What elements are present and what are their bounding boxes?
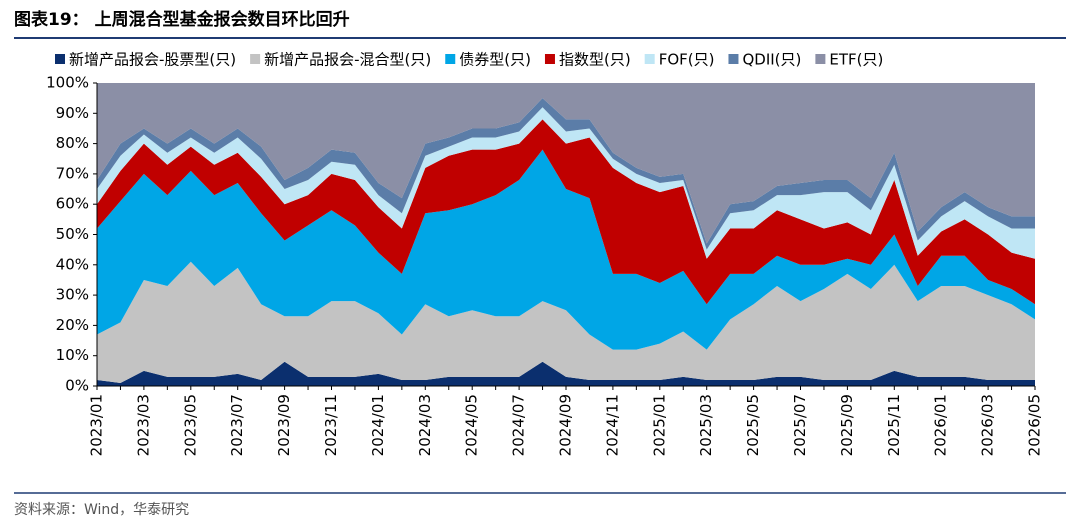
legend-swatch: [644, 54, 655, 64]
y-tick-label: 50%: [56, 225, 89, 243]
x-tick-label: 2023/07: [228, 394, 246, 456]
y-tick-label: 40%: [56, 255, 89, 273]
y-tick-label: 30%: [56, 286, 89, 304]
y-tick-label: 100%: [46, 74, 89, 92]
x-tick-label: 2026/03: [979, 394, 997, 456]
legend-swatch: [544, 54, 555, 64]
y-tick-label: 20%: [56, 316, 89, 334]
legend-label: 指数型(只): [559, 51, 631, 69]
legend-label: 债券型(只): [459, 51, 531, 69]
x-tick-label: 2023/11: [322, 394, 340, 456]
y-tick-label: 80%: [56, 134, 89, 152]
x-tick-label: 2025/05: [744, 394, 762, 456]
x-tick-label: 2025/07: [791, 394, 809, 456]
legend-swatch: [815, 54, 826, 64]
y-tick-label: 0%: [65, 377, 89, 395]
x-tick-label: 2024/09: [557, 394, 575, 456]
y-tick-label: 60%: [56, 195, 89, 213]
x-tick-label: 2023/05: [181, 394, 199, 456]
x-tick-label: 2024/01: [369, 394, 387, 456]
legend-label: FOF(只): [659, 51, 715, 69]
chart-title: 图表19： 上周混合型基金报会数目环比回升: [14, 9, 350, 30]
x-tick-label: 2024/07: [510, 394, 528, 456]
area: [97, 83, 1035, 244]
x-tick-label: 2026/05: [1026, 394, 1044, 456]
x-tick-label: 2023/09: [275, 394, 293, 456]
x-tick-label: 2024/11: [603, 394, 621, 456]
x-tick-label: 2025/09: [838, 394, 856, 456]
y-tick-label: 10%: [56, 346, 89, 364]
legend-swatch: [445, 54, 456, 64]
area: [97, 149, 1035, 350]
x-tick-label: 2024/05: [463, 394, 481, 456]
area: [97, 261, 1035, 383]
legend-label: QDII(只): [742, 51, 801, 69]
legend-label: ETF(只): [829, 51, 883, 69]
x-tick-label: 2023/03: [134, 394, 152, 456]
area: [97, 98, 1035, 250]
legend-label: 新增产品报会-混合型(只): [264, 51, 431, 69]
y-tick-label: 90%: [56, 104, 89, 122]
legend-swatch: [55, 54, 65, 64]
x-tick-label: 2025/03: [697, 394, 715, 456]
x-tick-label: 2025/11: [885, 394, 903, 456]
area: [97, 119, 1035, 305]
y-tick-label: 70%: [56, 164, 89, 182]
x-tick-label: 2023/01: [88, 394, 106, 456]
area: [97, 361, 1035, 386]
source: 资料来源：Wind，华泰研究: [14, 502, 189, 518]
x-tick-label: 2025/01: [650, 394, 668, 456]
area: [97, 107, 1035, 259]
x-tick-label: 2026/01: [932, 394, 950, 456]
x-tick-label: 2024/03: [416, 394, 434, 456]
legend-label: 新增产品报会-股票型(只): [69, 51, 236, 69]
legend-swatch: [250, 54, 261, 64]
legend-swatch: [728, 54, 739, 64]
